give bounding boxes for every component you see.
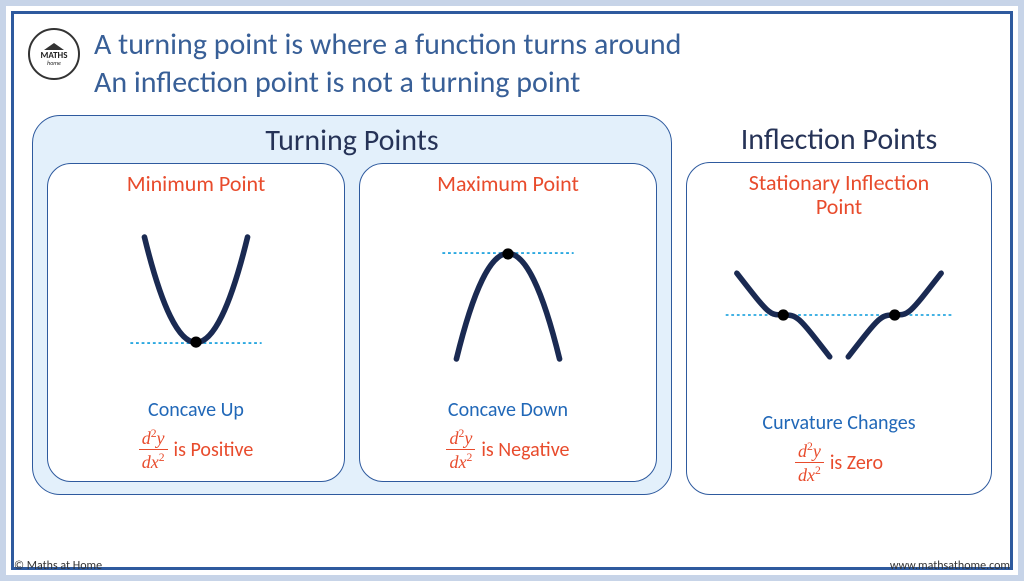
minimum-derivative: d2y dx2 is Positive [139, 428, 254, 471]
minimum-subtitle: Minimum Point [127, 172, 265, 199]
inflection-point-right [889, 309, 900, 320]
inflection-curve-svg [709, 250, 969, 380]
logo-badge: MATHS home [28, 28, 80, 80]
inflection-concave-label: Curvature Changes [762, 411, 915, 435]
inflection-points-group: Inflection Points Stationary Inflection … [686, 115, 992, 495]
inflection-point-left [778, 309, 789, 320]
max-point-dot [502, 248, 513, 259]
turning-group-title: Turning Points [47, 122, 657, 159]
outer-frame: MATHS home A turning point is where a fu… [0, 0, 1024, 581]
minimum-graph [58, 199, 334, 396]
inflection-subtitle-l2: Point [749, 195, 930, 219]
inflection-deriv-state: is Zero [830, 451, 883, 475]
maximum-curve-svg [408, 223, 608, 373]
content-row: Turning Points Minimum Point [32, 115, 992, 495]
maximum-graph [370, 199, 646, 396]
inflection-subtitle-l1: Stationary Inflection [749, 171, 930, 195]
inflection-group-title: Inflection Points [686, 121, 992, 158]
minimum-deriv-state: is Positive [174, 438, 254, 462]
minimum-concave-label: Concave Up [148, 398, 244, 422]
parabola-up [144, 237, 247, 342]
title-line-1: A turning point is where a function turn… [94, 26, 992, 64]
inflection-card: Stationary Inflection Point [686, 162, 992, 495]
title-line-2: An inflection point is not a turning poi… [94, 64, 992, 102]
d2y-dx2-icon: d2y dx2 [139, 428, 168, 471]
min-point-dot [190, 336, 201, 347]
footer-copyright: © Maths at Home [14, 559, 102, 573]
footer-url: www.mathsathome.com [890, 559, 1010, 573]
d2y-dx2-icon: d2y dx2 [795, 441, 824, 484]
inflection-graph [697, 221, 981, 409]
turning-points-group: Turning Points Minimum Point [32, 115, 672, 495]
mid-frame: MATHS home A turning point is where a fu… [6, 6, 1018, 575]
inflection-derivative: d2y dx2 is Zero [795, 441, 883, 484]
turning-cards-row: Minimum Point Concave Up [47, 163, 657, 482]
minimum-card: Minimum Point Concave Up [47, 163, 345, 482]
inflection-subtitle: Stationary Inflection Point [749, 171, 930, 221]
parabola-down [456, 253, 559, 358]
maximum-subtitle: Maximum Point [437, 172, 579, 199]
title-block: A turning point is where a function turn… [94, 26, 992, 101]
inner-frame: MATHS home A turning point is where a fu… [11, 11, 1013, 570]
maximum-deriv-state: is Negative [481, 438, 569, 462]
maximum-card: Maximum Point Concave Down [359, 163, 657, 482]
logo-line2: home [47, 60, 61, 66]
d2y-dx2-icon: d2y dx2 [446, 428, 475, 471]
maximum-concave-label: Concave Down [448, 398, 568, 422]
roof-icon [44, 43, 64, 50]
maximum-derivative: d2y dx2 is Negative [446, 428, 569, 471]
minimum-curve-svg [96, 223, 296, 373]
